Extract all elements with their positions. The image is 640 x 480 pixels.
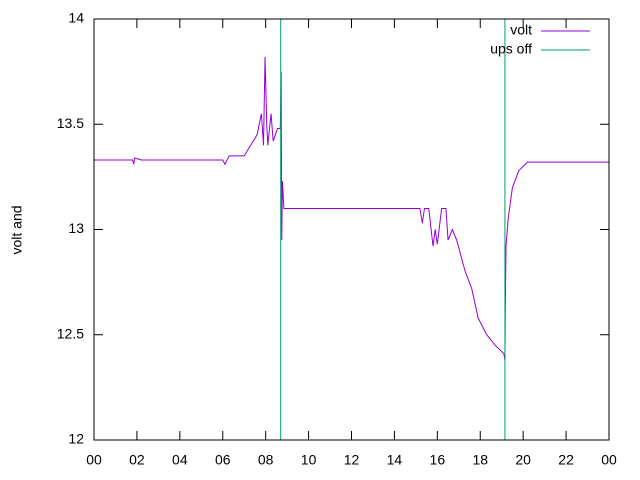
x-tick-label: 08	[258, 452, 274, 468]
legend-label: ups off	[490, 41, 532, 57]
x-tick-label: 18	[472, 452, 488, 468]
series-line	[94, 56, 609, 361]
y-tick-label: 12.5	[57, 325, 84, 341]
x-tick-label: 16	[430, 452, 446, 468]
series-line	[280, 19, 506, 440]
y-axis-label: volt and	[9, 205, 25, 254]
x-tick-label: 04	[172, 452, 188, 468]
x-tick-label: 12	[344, 452, 360, 468]
y-tick-label: 14	[68, 10, 84, 26]
y-tick-label: 13	[68, 220, 84, 236]
plot-border	[93, 18, 610, 441]
x-tick-label: 10	[301, 452, 317, 468]
x-tick-label: 00	[601, 452, 617, 468]
x-tick-label: 06	[215, 452, 231, 468]
x-tick-label: 00	[86, 452, 102, 468]
x-tick-label: 02	[129, 452, 145, 468]
y-tick-label: 13.5	[57, 115, 84, 131]
x-tick-label: 20	[515, 452, 531, 468]
x-tick-label: 14	[387, 452, 403, 468]
legend-label: volt	[510, 22, 532, 38]
x-tick-label: 22	[558, 452, 574, 468]
y-tick-label: 12	[68, 431, 84, 447]
